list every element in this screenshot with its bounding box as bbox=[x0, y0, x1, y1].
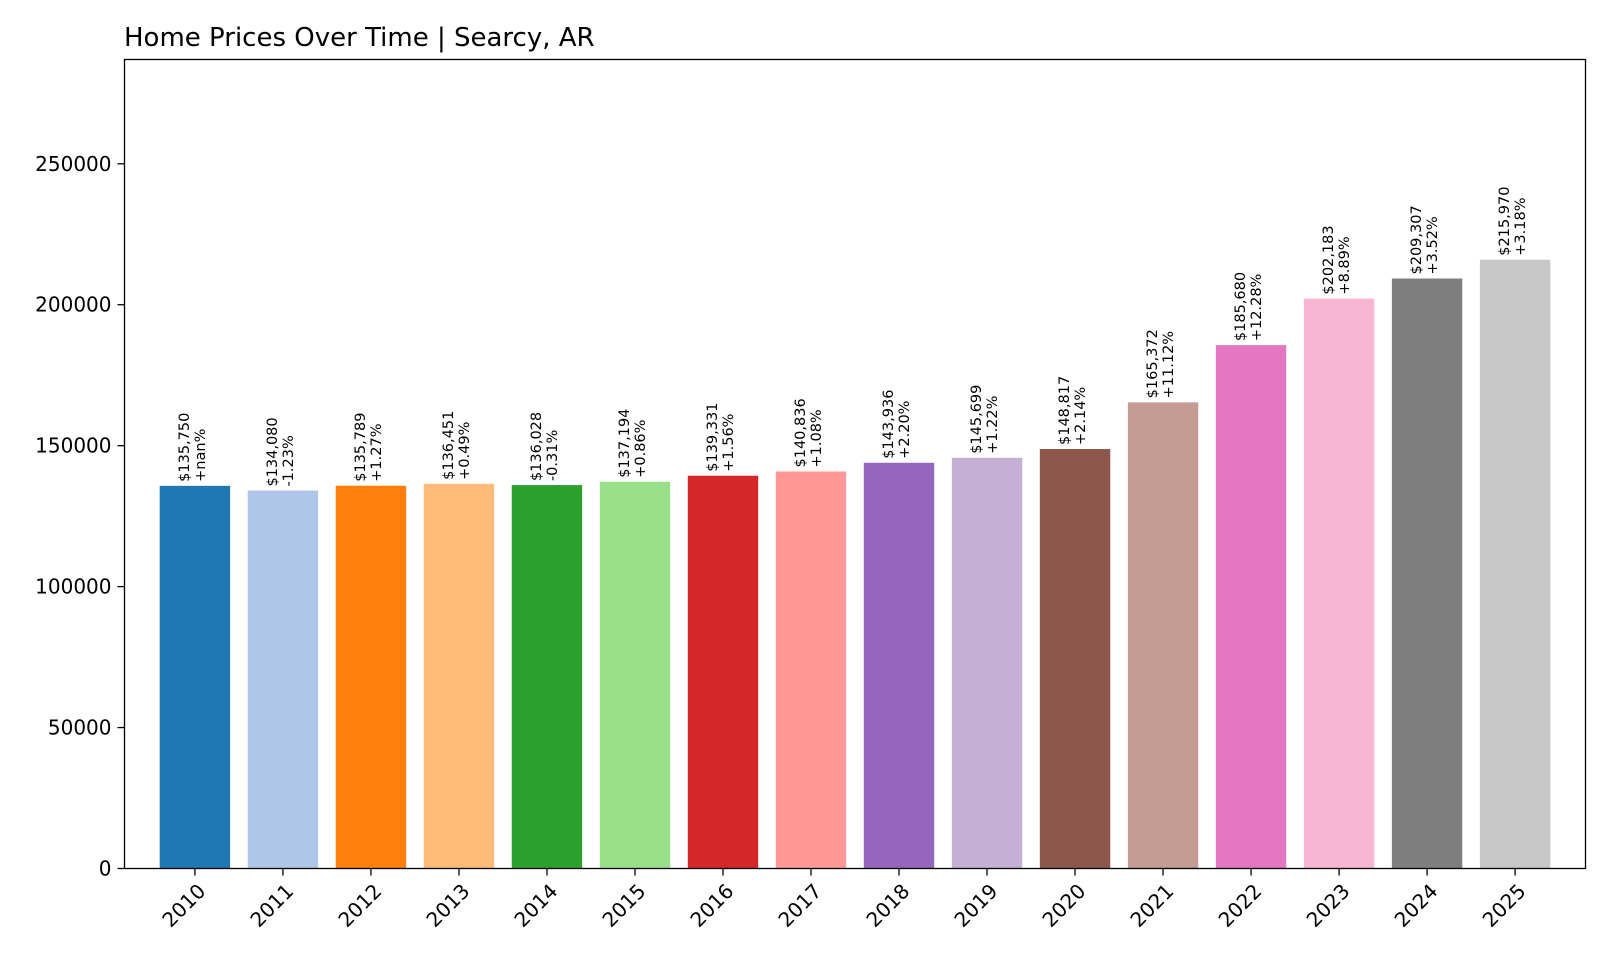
y-axis: 0 50000 100000 150000 200000 250000 bbox=[35, 152, 125, 881]
change-label-2019: +1.22% bbox=[985, 396, 1001, 454]
bar-2019 bbox=[951, 457, 1023, 869]
value-label-2017: $140,836 bbox=[793, 398, 809, 467]
x-tick-label-2021: 2021 bbox=[1125, 879, 1178, 932]
bar-2023 bbox=[1303, 298, 1375, 869]
x-tick-label-2011: 2011 bbox=[245, 879, 298, 932]
bar-2013 bbox=[423, 483, 495, 869]
change-label-2020: +2.14% bbox=[1073, 387, 1089, 445]
x-tick-label-2015: 2015 bbox=[597, 879, 650, 932]
y-tick-label-250000: 250000 bbox=[35, 152, 111, 176]
bar-2012 bbox=[335, 485, 407, 869]
x-tick-label-2023: 2023 bbox=[1302, 879, 1355, 932]
change-label-2011: -1.23% bbox=[281, 435, 297, 486]
change-label-2012: +1.27% bbox=[369, 424, 385, 482]
change-label-2016: +1.56% bbox=[721, 414, 737, 472]
value-label-2010: $135,750 bbox=[177, 413, 193, 482]
change-label-2010: +nan% bbox=[193, 429, 209, 482]
x-tick-label-2025: 2025 bbox=[1478, 879, 1531, 932]
x-tick-label-2019: 2019 bbox=[949, 879, 1002, 932]
value-label-2020: $148,817 bbox=[1057, 376, 1073, 445]
bar-2024 bbox=[1391, 278, 1463, 869]
value-label-2012: $135,789 bbox=[353, 413, 369, 482]
change-label-2018: +2.20% bbox=[897, 401, 913, 459]
x-tick-label-2022: 2022 bbox=[1214, 879, 1267, 932]
x-tick-label-2016: 2016 bbox=[685, 879, 738, 932]
bar-2017 bbox=[775, 471, 847, 869]
change-label-2013: +0.49% bbox=[457, 422, 473, 480]
bar-2010 bbox=[159, 485, 231, 869]
change-label-2014: -0.31% bbox=[545, 430, 561, 481]
value-label-2011: $134,080 bbox=[265, 417, 281, 486]
y-tick-label-50000: 50000 bbox=[48, 716, 112, 740]
value-label-2014: $136,028 bbox=[529, 412, 545, 481]
value-label-2023: $202,183 bbox=[1321, 225, 1337, 294]
x-tick-label-2018: 2018 bbox=[861, 879, 914, 932]
x-axis: 2010 2011 2012 2013 2014 2015 2016 2017 2018 2019… bbox=[157, 868, 1531, 932]
value-label-2022: $185,680 bbox=[1233, 272, 1249, 341]
change-label-2022: +12.28% bbox=[1249, 274, 1265, 341]
y-tick-label-150000: 150000 bbox=[35, 434, 111, 458]
bar-2018 bbox=[863, 462, 935, 869]
x-tick-label-2024: 2024 bbox=[1390, 879, 1443, 932]
value-label-2019: $145,699 bbox=[969, 385, 985, 454]
bar-2020 bbox=[1039, 449, 1111, 869]
bar-2025 bbox=[1479, 259, 1551, 869]
bar-2015 bbox=[599, 481, 671, 869]
value-label-2016: $139,331 bbox=[705, 403, 721, 472]
bar-2011 bbox=[247, 490, 319, 869]
value-label-2015: $137,194 bbox=[617, 409, 633, 478]
x-tick-label-2014: 2014 bbox=[509, 879, 562, 932]
y-tick-label-100000: 100000 bbox=[35, 575, 111, 599]
change-label-2015: +0.86% bbox=[633, 420, 649, 478]
data-labels-layer: $135,750 +nan% $134,080 -1.23% $135,789 +1.27… bbox=[177, 187, 1529, 487]
x-tick-label-2012: 2012 bbox=[333, 879, 386, 932]
change-label-2025: +3.18% bbox=[1513, 198, 1529, 256]
x-tick-label-2020: 2020 bbox=[1037, 879, 1090, 932]
x-tick-label-2017: 2017 bbox=[773, 879, 826, 932]
bars-layer bbox=[159, 259, 1551, 869]
change-label-2023: +8.89% bbox=[1337, 236, 1353, 294]
bar-2016 bbox=[687, 475, 759, 869]
x-tick-label-2010: 2010 bbox=[157, 879, 210, 932]
change-label-2024: +3.52% bbox=[1425, 216, 1441, 274]
x-tick-label-2013: 2013 bbox=[421, 879, 474, 932]
change-label-2017: +1.08% bbox=[809, 409, 825, 467]
value-label-2013: $136,451 bbox=[441, 411, 457, 480]
bar-2022 bbox=[1215, 345, 1287, 869]
value-label-2018: $143,936 bbox=[881, 390, 897, 459]
value-label-2025: $215,970 bbox=[1497, 187, 1513, 256]
chart-title: Home Prices Over Time | Searcy, AR bbox=[124, 23, 595, 53]
value-label-2024: $209,307 bbox=[1409, 205, 1425, 274]
change-label-2021: +11.12% bbox=[1161, 331, 1177, 398]
bar-2021 bbox=[1127, 402, 1199, 869]
y-tick-label-0: 0 bbox=[99, 857, 112, 881]
y-tick-label-200000: 200000 bbox=[35, 293, 111, 317]
value-label-2021: $165,372 bbox=[1145, 329, 1161, 398]
plot-area-frame bbox=[123, 58, 1587, 870]
bar-2014 bbox=[511, 485, 583, 869]
